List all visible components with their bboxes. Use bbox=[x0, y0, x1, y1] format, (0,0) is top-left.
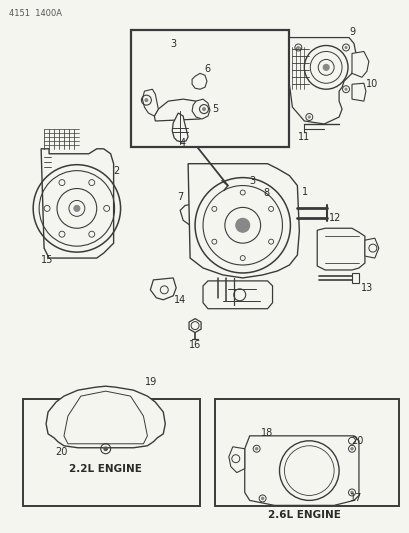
Text: 2: 2 bbox=[113, 166, 119, 176]
Text: 20: 20 bbox=[55, 447, 67, 457]
Polygon shape bbox=[351, 52, 368, 77]
Text: 14: 14 bbox=[173, 295, 186, 305]
Text: 13: 13 bbox=[360, 283, 372, 293]
Circle shape bbox=[74, 205, 80, 212]
Circle shape bbox=[344, 88, 346, 90]
Text: 15: 15 bbox=[41, 255, 53, 265]
Polygon shape bbox=[180, 204, 200, 227]
Text: 10: 10 bbox=[365, 79, 377, 89]
Text: 19: 19 bbox=[145, 377, 157, 387]
Polygon shape bbox=[64, 391, 147, 444]
Polygon shape bbox=[202, 281, 272, 309]
Bar bbox=[23, 399, 200, 506]
Circle shape bbox=[235, 219, 249, 232]
Bar bbox=[214, 399, 398, 506]
Text: 11: 11 bbox=[297, 132, 310, 142]
Circle shape bbox=[103, 447, 107, 450]
Polygon shape bbox=[192, 99, 209, 119]
Text: 4: 4 bbox=[179, 138, 185, 148]
Text: 5: 5 bbox=[211, 104, 218, 114]
Text: 12: 12 bbox=[328, 213, 340, 223]
Circle shape bbox=[144, 99, 148, 102]
Polygon shape bbox=[364, 238, 378, 258]
Text: 9: 9 bbox=[348, 27, 354, 37]
Polygon shape bbox=[41, 149, 113, 258]
Text: 4151  1400A: 4151 1400A bbox=[9, 9, 62, 18]
Text: 3: 3 bbox=[170, 38, 176, 49]
Polygon shape bbox=[46, 386, 165, 448]
Circle shape bbox=[344, 46, 346, 49]
Circle shape bbox=[255, 448, 257, 450]
Circle shape bbox=[350, 448, 352, 450]
Text: 8: 8 bbox=[263, 188, 269, 198]
Polygon shape bbox=[189, 319, 200, 333]
Polygon shape bbox=[154, 99, 202, 121]
Text: 7: 7 bbox=[177, 192, 183, 203]
Circle shape bbox=[297, 46, 299, 49]
Circle shape bbox=[322, 64, 328, 70]
Polygon shape bbox=[244, 436, 358, 505]
Polygon shape bbox=[192, 74, 207, 89]
Circle shape bbox=[202, 108, 205, 110]
Polygon shape bbox=[236, 188, 256, 208]
Text: 6: 6 bbox=[203, 64, 209, 74]
Circle shape bbox=[261, 497, 263, 499]
Polygon shape bbox=[142, 89, 158, 116]
Polygon shape bbox=[150, 278, 176, 300]
Polygon shape bbox=[289, 37, 355, 124]
Polygon shape bbox=[228, 447, 244, 473]
Text: 3: 3 bbox=[249, 175, 255, 185]
Bar bbox=[130, 30, 289, 147]
Polygon shape bbox=[172, 113, 188, 142]
Polygon shape bbox=[317, 228, 364, 270]
Text: 1: 1 bbox=[301, 187, 308, 197]
Circle shape bbox=[308, 116, 310, 118]
Circle shape bbox=[350, 491, 352, 494]
Polygon shape bbox=[351, 273, 358, 283]
Text: 2.2L ENGINE: 2.2L ENGINE bbox=[69, 464, 142, 474]
Polygon shape bbox=[188, 164, 299, 278]
Text: 20: 20 bbox=[350, 436, 362, 446]
Text: 16: 16 bbox=[189, 341, 201, 351]
Text: 18: 18 bbox=[260, 428, 272, 438]
Text: 2.6L ENGINE: 2.6L ENGINE bbox=[267, 510, 340, 520]
Polygon shape bbox=[351, 83, 365, 101]
Text: 17: 17 bbox=[349, 494, 361, 503]
